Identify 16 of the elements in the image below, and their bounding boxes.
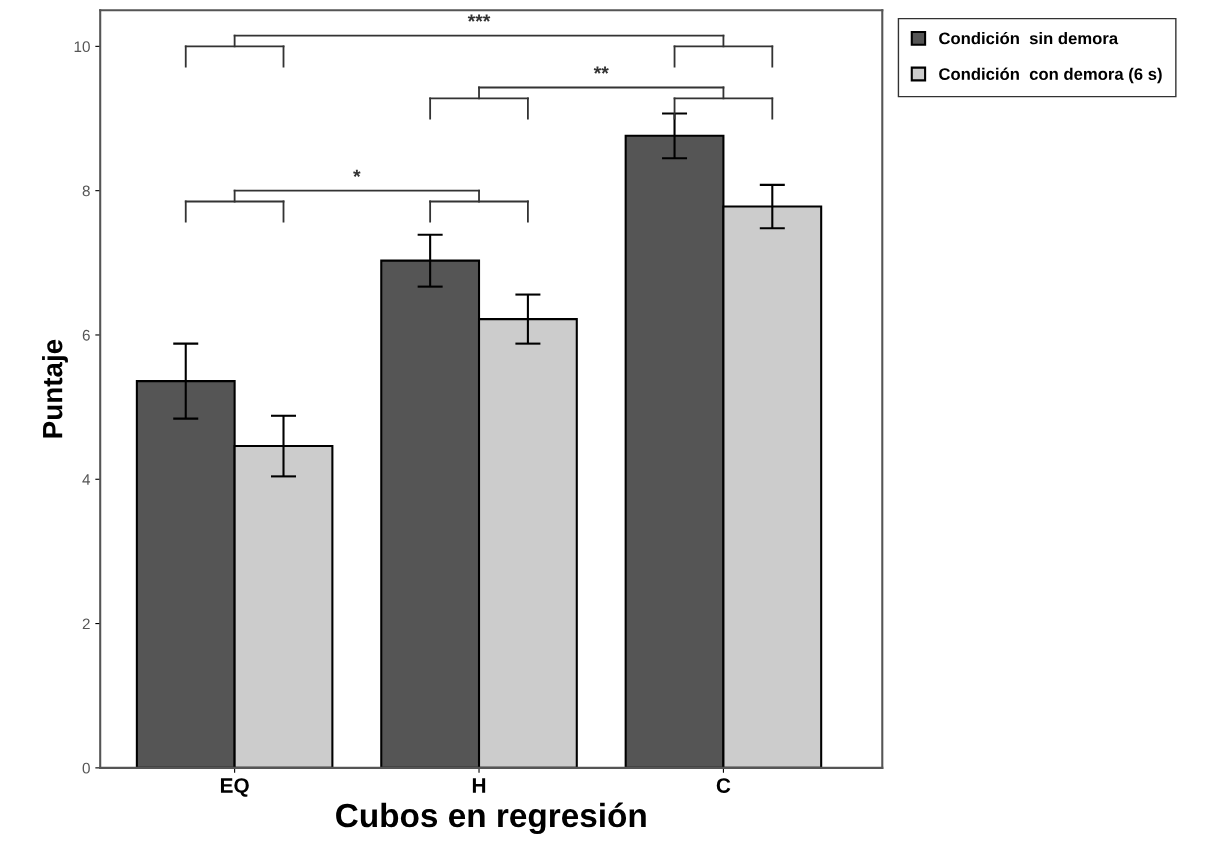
- y-tick-label: 8: [82, 185, 90, 197]
- annotation: ***: [467, 14, 491, 22]
- x-tick-label: C: [716, 778, 731, 793]
- y-tick-label: 10: [74, 41, 90, 53]
- y-tick-label: 6: [82, 329, 90, 341]
- x-tick-label: H: [472, 778, 486, 793]
- annotation: *: [353, 169, 361, 177]
- annotation: **: [593, 66, 609, 74]
- y-tick-label: 4: [82, 474, 91, 485]
- legend-label: Condición con demora (6 s): [939, 67, 1162, 84]
- legend-label: Condición sin demora: [939, 31, 1119, 45]
- x-axis-title: Cubos en regresión: [336, 802, 646, 835]
- y-axis-title: Puntaje: [42, 339, 68, 438]
- y-tick-label: 0: [82, 762, 90, 774]
- x-tick-label: EQ: [220, 778, 249, 797]
- y-tick-label: 2: [82, 618, 90, 630]
